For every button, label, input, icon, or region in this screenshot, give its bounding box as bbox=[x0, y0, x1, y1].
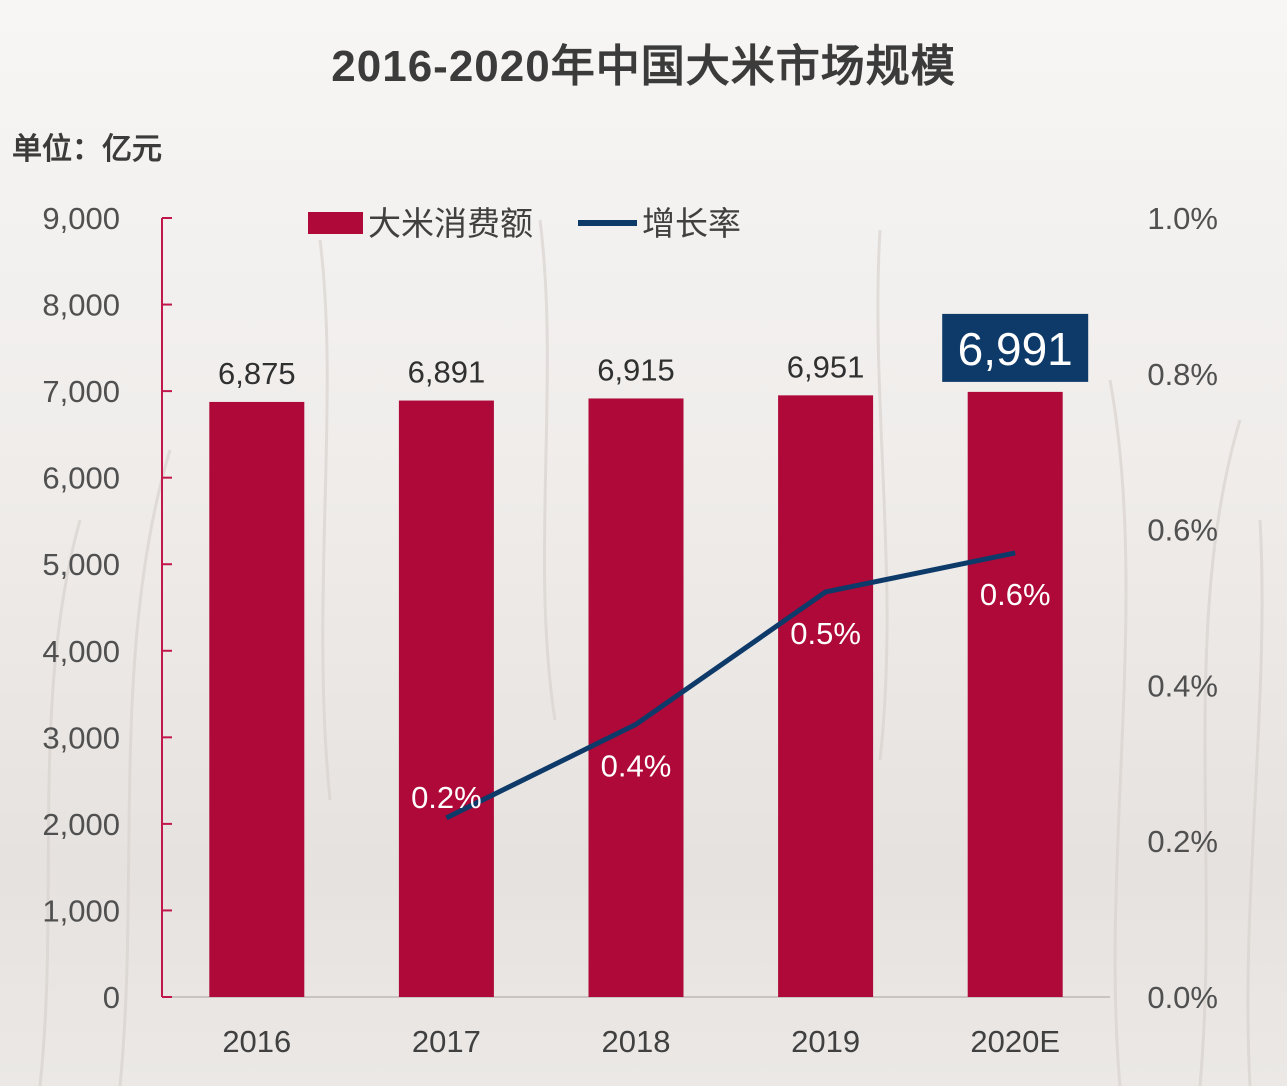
y-right-tick-label: 0.8% bbox=[1147, 357, 1218, 392]
growth-rate-label: 0.4% bbox=[601, 748, 672, 783]
y-right-tick-label: 1.0% bbox=[1147, 201, 1218, 236]
bar bbox=[778, 395, 874, 998]
bar bbox=[209, 401, 305, 997]
bar-value-label: 6,891 bbox=[408, 355, 486, 390]
bar bbox=[398, 400, 494, 997]
growth-rate-label: 0.6% bbox=[980, 577, 1051, 612]
unit-label: 单位：亿元 bbox=[12, 133, 162, 166]
x-tick-label: 2020E bbox=[970, 1024, 1060, 1059]
y-right-tick-label: 0.4% bbox=[1147, 668, 1218, 703]
y-right-tick-label: 0.0% bbox=[1147, 980, 1218, 1015]
legend-label-line: 增长率 bbox=[642, 205, 741, 242]
y-left-tick-label: 7,000 bbox=[42, 374, 120, 409]
y-left-tick-label: 5,000 bbox=[42, 547, 120, 582]
bar bbox=[588, 398, 684, 997]
y-left-tick-label: 9,000 bbox=[42, 201, 120, 236]
growth-rate-label: 0.5% bbox=[790, 616, 861, 651]
highlight-value-box bbox=[942, 313, 1089, 382]
growth-rate-label: 0.2% bbox=[411, 780, 482, 815]
x-tick-label: 2017 bbox=[412, 1024, 481, 1059]
y-right-tick-label: 0.2% bbox=[1147, 824, 1218, 859]
chart-title: 2016-2020年中国大米市场规模 bbox=[331, 42, 956, 91]
bar-value-label: 6,915 bbox=[597, 352, 675, 387]
legend-label-bar: 大米消费额 bbox=[368, 205, 533, 242]
y-left-tick-label: 0 bbox=[103, 980, 120, 1015]
bar-value-label: 6,951 bbox=[787, 349, 865, 384]
y-left-tick-label: 4,000 bbox=[42, 634, 120, 669]
x-tick-label: 2019 bbox=[791, 1024, 860, 1059]
y-left-tick-label: 8,000 bbox=[42, 288, 120, 323]
legend-swatch-bar bbox=[308, 212, 363, 234]
highlight-value-label: 6,991 bbox=[958, 323, 1073, 375]
y-left-tick-label: 3,000 bbox=[42, 720, 120, 755]
bar bbox=[967, 391, 1063, 997]
y-right-tick-label: 0.6% bbox=[1147, 513, 1218, 548]
x-tick-label: 2016 bbox=[222, 1024, 291, 1059]
bar-value-label: 6,875 bbox=[218, 356, 296, 391]
y-left-tick-label: 2,000 bbox=[42, 807, 120, 842]
y-left-tick-label: 1,000 bbox=[42, 893, 120, 928]
y-left-tick-label: 6,000 bbox=[42, 461, 120, 496]
growth-rate-line bbox=[445, 550, 1016, 821]
x-tick-label: 2018 bbox=[602, 1024, 671, 1059]
